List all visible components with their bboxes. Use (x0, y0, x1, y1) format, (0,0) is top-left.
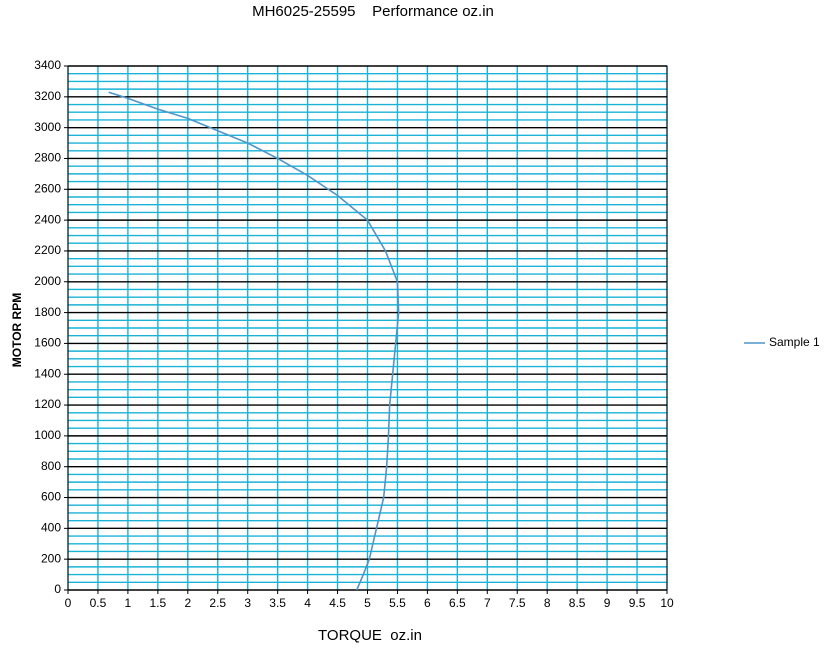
y-tick-label: 2200 (34, 243, 61, 257)
x-tick-label: 10 (660, 596, 674, 610)
x-tick-label: 9.5 (629, 596, 646, 610)
y-tick-label: 1200 (34, 397, 61, 411)
y-tick-label: 3000 (34, 120, 61, 134)
x-tick-label: 6 (424, 596, 431, 610)
y-tick-label: 1000 (34, 428, 61, 442)
y-tick-label: 400 (41, 521, 61, 535)
x-tick-label: 1 (125, 596, 132, 610)
x-tick-label: 3 (244, 596, 251, 610)
legend-label: Sample 1 (769, 335, 820, 349)
y-tick-label: 2400 (34, 212, 61, 226)
x-tick-label: 0.5 (90, 596, 107, 610)
x-tick-label: 1.5 (150, 596, 167, 610)
x-axis-title: TORQUE oz.in (318, 627, 422, 644)
chart-title: MH6025-25595 Performance oz.in (252, 3, 494, 20)
x-tick-label: 4 (304, 596, 311, 610)
y-tick-label: 3200 (34, 89, 61, 103)
plot-border (67, 65, 668, 591)
y-tick-label: 2000 (34, 274, 61, 288)
x-tick-label: 3.5 (269, 596, 286, 610)
y-tick-label: 200 (41, 551, 61, 565)
y-tick-label: 800 (41, 459, 61, 473)
x-tick-label: 6.5 (449, 596, 466, 610)
data-line (108, 91, 400, 591)
x-tick-label: 2.5 (209, 596, 226, 610)
x-tick-label: 5.5 (389, 596, 406, 610)
x-tick-label: 5 (364, 596, 371, 610)
x-tick-label: 7.5 (509, 596, 526, 610)
y-axis-title: MOTOR RPM (10, 293, 24, 367)
y-tick-label: 3400 (34, 58, 61, 72)
y-tick-label: 600 (41, 490, 61, 504)
y-tick-label: 0 (54, 582, 61, 596)
x-tick-label: 8 (544, 596, 551, 610)
x-tick-label: 7 (484, 596, 491, 610)
x-tick-label: 9 (604, 596, 611, 610)
x-tick-label: 4.5 (329, 596, 346, 610)
y-tick-label: 2800 (34, 151, 61, 165)
y-tick-label: 2600 (34, 181, 61, 195)
y-tick-label: 1600 (34, 336, 61, 350)
x-tick-label: 0 (65, 596, 72, 610)
y-tick-label: 1800 (34, 305, 61, 319)
y-tick-label: 1400 (34, 366, 61, 380)
x-tick-label: 2 (184, 596, 191, 610)
x-tick-label: 8.5 (569, 596, 586, 610)
